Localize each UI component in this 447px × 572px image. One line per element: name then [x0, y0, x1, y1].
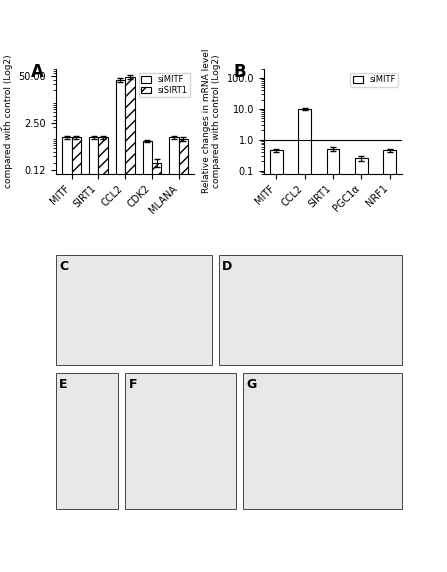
- Bar: [56, 255, 212, 365]
- Bar: [89, 137, 98, 572]
- Bar: [143, 141, 152, 572]
- Legend: siMITF: siMITF: [350, 73, 398, 87]
- Text: A: A: [31, 63, 44, 81]
- Y-axis label: Relative changes in mRNA level
compared with control (Log2): Relative changes in mRNA level compared …: [0, 49, 13, 193]
- Bar: [270, 150, 283, 572]
- Bar: [72, 137, 81, 572]
- Bar: [56, 373, 118, 509]
- Bar: [179, 139, 188, 572]
- Bar: [219, 255, 402, 365]
- Bar: [327, 149, 339, 572]
- Text: G: G: [246, 378, 257, 391]
- Bar: [298, 109, 311, 572]
- Text: B: B: [233, 63, 246, 81]
- Bar: [125, 77, 135, 572]
- Bar: [169, 137, 179, 572]
- Bar: [116, 80, 125, 572]
- Y-axis label: Relative changes in mRNA level
compared with control (Log2): Relative changes in mRNA level compared …: [202, 49, 221, 193]
- Bar: [98, 137, 108, 572]
- Bar: [125, 373, 236, 509]
- Bar: [383, 150, 396, 572]
- Bar: [355, 158, 368, 572]
- Legend: siMITF, siSIRT1: siMITF, siSIRT1: [139, 73, 190, 97]
- Text: E: E: [59, 378, 68, 391]
- Text: F: F: [129, 378, 137, 391]
- Bar: [62, 137, 72, 572]
- Text: D: D: [222, 260, 232, 273]
- Bar: [152, 162, 161, 572]
- Bar: [243, 373, 402, 509]
- Text: C: C: [59, 260, 68, 273]
